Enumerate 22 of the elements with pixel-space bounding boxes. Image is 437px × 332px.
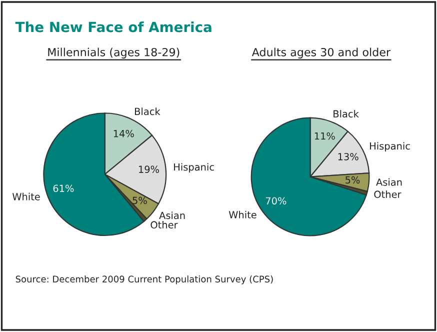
data-label: 11% [314, 132, 335, 140]
slice-label: Black [135, 108, 160, 116]
data-label: 61% [53, 184, 74, 192]
chart-title: The New Face of America [15, 22, 212, 32]
data-label: 5% [132, 196, 147, 204]
data-label: 13% [338, 152, 358, 160]
slice-label: Hispanic [174, 163, 214, 173]
slice-label: White [228, 210, 256, 218]
slice-label: Black [334, 110, 359, 118]
data-label: 5% [346, 176, 360, 184]
slice-label: Hispanic [370, 142, 410, 152]
slice-label: Asian [376, 178, 402, 186]
slice-label: Other [374, 190, 402, 198]
slice-label: Other [150, 220, 178, 229]
slice-label: White [12, 192, 40, 200]
data-label: 19% [138, 166, 159, 173]
chart-subtitle: Millennials (ages 18-29) [48, 48, 180, 58]
data-label: 14% [114, 130, 134, 138]
chart-subtitle: Adults ages 30 and older [252, 48, 391, 58]
data-label: 70% [266, 197, 286, 205]
slice-label: Asian [159, 212, 185, 220]
source-note: Source: December 2009 Current Population Survey (CPS) [16, 276, 273, 284]
